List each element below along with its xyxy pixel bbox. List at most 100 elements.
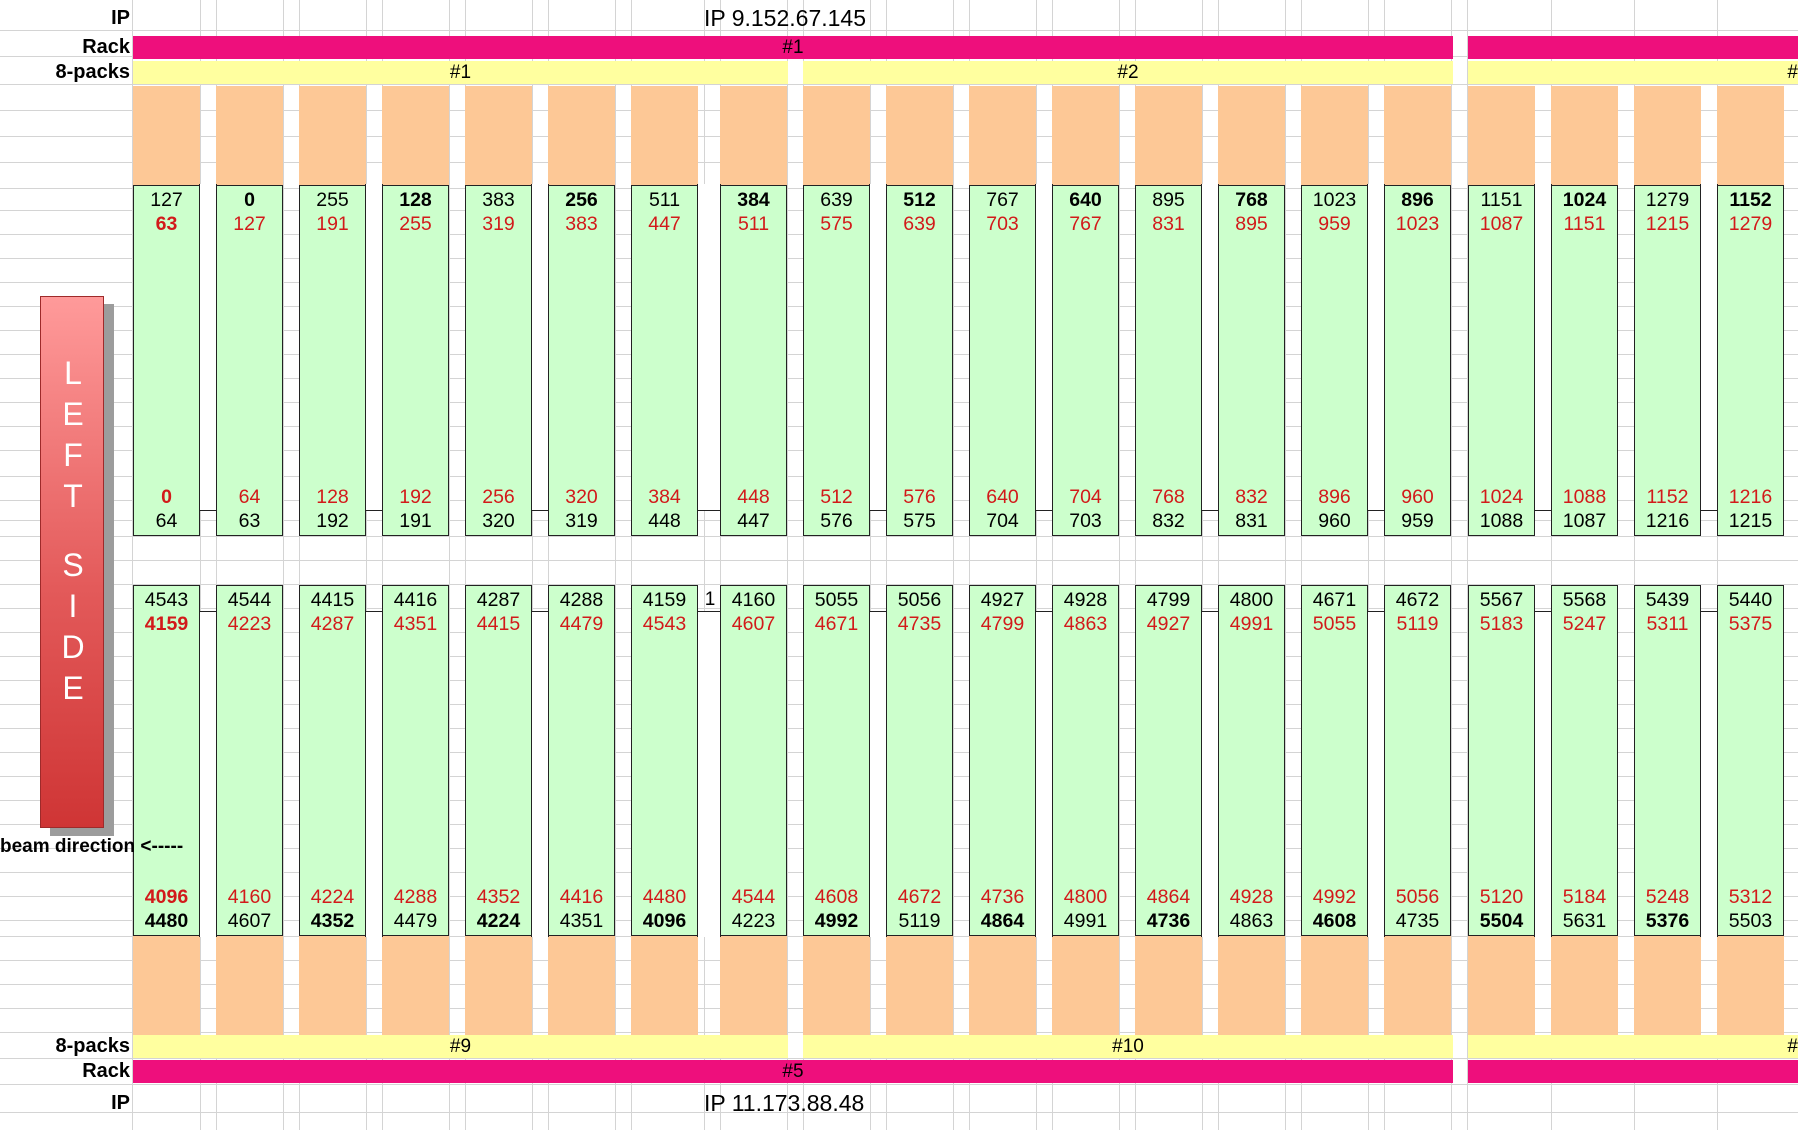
slot-panel[interactable] — [1052, 585, 1119, 936]
slot-value: 256 — [482, 486, 515, 508]
slot-panel[interactable] — [631, 585, 698, 936]
slot-value: 4224 — [476, 910, 521, 932]
slot-panel[interactable] — [548, 185, 615, 536]
top-rack-band-2[interactable] — [1468, 36, 1798, 59]
slot-panel[interactable] — [720, 585, 787, 936]
slot-panel[interactable] — [216, 585, 283, 936]
slot-value: 5183 — [1479, 613, 1524, 635]
bottom-pack-band-3[interactable]: # — [1468, 1035, 1798, 1058]
slot-value: 4799 — [980, 613, 1025, 635]
orange-block — [216, 936, 283, 1036]
slot-value: 1152 — [1646, 486, 1689, 508]
grid-vline — [1551, 0, 1552, 1130]
slot-panel[interactable] — [1634, 185, 1701, 536]
top-pack-band-2[interactable]: #2 — [803, 61, 1453, 84]
bottom-rack-band-1[interactable]: #5 — [133, 1060, 1453, 1083]
slot-value: 4415 — [476, 613, 521, 635]
grid-vline — [1368, 0, 1369, 1130]
slot-panel[interactable] — [1384, 185, 1451, 536]
top-pack-band-3[interactable]: # — [1468, 61, 1798, 84]
slot-panel[interactable] — [299, 585, 366, 936]
slot-gap — [1700, 611, 1718, 937]
slot-panel[interactable] — [969, 585, 1036, 936]
slot-value: 1151 — [1480, 189, 1523, 211]
bottom-ip-value[interactable]: IP 11.173.88.48 — [704, 1090, 865, 1116]
slot-panel[interactable] — [1301, 185, 1368, 536]
bottom-pack-band-2[interactable]: #10 — [803, 1035, 1453, 1058]
slot-value: 448 — [648, 510, 681, 532]
slot-value: 511 — [648, 189, 681, 211]
slot-value: 5312 — [1728, 886, 1773, 908]
slot-panel[interactable] — [1135, 185, 1202, 536]
slot-value: 4416 — [393, 589, 438, 611]
slot-panel[interactable] — [133, 585, 200, 936]
slot-panel[interactable] — [1052, 185, 1119, 536]
slot-panel[interactable] — [803, 185, 870, 536]
slot-value: 1024 — [1479, 486, 1524, 508]
slot-panel[interactable] — [886, 185, 953, 536]
slot-panel[interactable] — [548, 585, 615, 936]
slot-value: 4223 — [227, 613, 272, 635]
slot-value: 1087 — [1479, 213, 1524, 235]
slot-panel[interactable] — [969, 185, 1036, 536]
slot-value: 4800 — [1063, 886, 1108, 908]
slot-panel[interactable] — [1717, 185, 1784, 536]
grid-vline — [1717, 0, 1718, 1130]
grid-vline — [465, 0, 466, 1130]
slot-panel[interactable] — [1301, 585, 1368, 936]
slot-panel[interactable] — [1468, 185, 1535, 536]
slot-panel[interactable] — [1551, 585, 1618, 936]
slot-gap — [1367, 184, 1385, 511]
bottom-rack-band-2[interactable] — [1468, 1060, 1798, 1083]
grid-vline — [1202, 0, 1203, 1130]
orange-block — [465, 936, 532, 1036]
top-pack-band-1[interactable]: #1 — [133, 61, 788, 84]
slot-panel[interactable] — [1384, 585, 1451, 936]
orange-block — [382, 86, 449, 186]
grid-vline — [216, 0, 217, 1130]
slot-value: 4736 — [1146, 910, 1191, 932]
slot-value: 5120 — [1479, 886, 1524, 908]
slot-panel[interactable] — [382, 185, 449, 536]
slot-panel[interactable] — [1218, 185, 1285, 536]
slot-panel[interactable] — [216, 185, 283, 536]
slot-panel[interactable] — [299, 185, 366, 536]
top-ip-value[interactable]: IP 9.152.67.145 — [704, 5, 866, 31]
orange-block — [299, 86, 366, 186]
left-side-letter: F — [63, 437, 83, 473]
slot-value: 256 — [565, 189, 598, 211]
grid-vline — [283, 0, 284, 1130]
top-rack-band-1[interactable]: #1 — [133, 36, 1453, 59]
slot-panel[interactable] — [382, 585, 449, 936]
grid-vline — [631, 0, 632, 1130]
slot-panel[interactable] — [720, 185, 787, 536]
slot-panel[interactable] — [1135, 585, 1202, 936]
orange-block — [133, 936, 200, 1036]
slot-panel[interactable] — [1551, 185, 1618, 536]
slot-value: 575 — [903, 510, 936, 532]
slot-panel[interactable] — [465, 185, 532, 536]
slot-panel[interactable] — [631, 185, 698, 536]
slot-value: 5376 — [1645, 910, 1690, 932]
slot-panel[interactable] — [1218, 585, 1285, 936]
slot-value: 4544 — [731, 886, 776, 908]
slot-panel[interactable] — [886, 585, 953, 936]
slot-panel[interactable] — [465, 585, 532, 936]
grid-vline — [1036, 0, 1037, 1130]
slot-value: 319 — [482, 213, 515, 235]
slot-panel[interactable] — [1717, 585, 1784, 936]
slot-panel[interactable] — [133, 185, 200, 536]
slot-panel[interactable] — [1468, 585, 1535, 936]
orange-block — [886, 936, 953, 1036]
slot-value: 1152 — [1729, 189, 1772, 211]
slot-gap — [1700, 184, 1718, 511]
slot-panel[interactable] — [803, 585, 870, 936]
slot-value: 704 — [986, 510, 1019, 532]
grid-vline — [449, 0, 450, 1130]
bottom-pack-band-1[interactable]: #9 — [133, 1035, 788, 1058]
grid-hline — [0, 30, 1798, 31]
slot-value: 4543 — [642, 613, 687, 635]
top-ip-label: IP — [111, 7, 130, 29]
slot-gap — [199, 184, 217, 511]
slot-panel[interactable] — [1634, 585, 1701, 936]
